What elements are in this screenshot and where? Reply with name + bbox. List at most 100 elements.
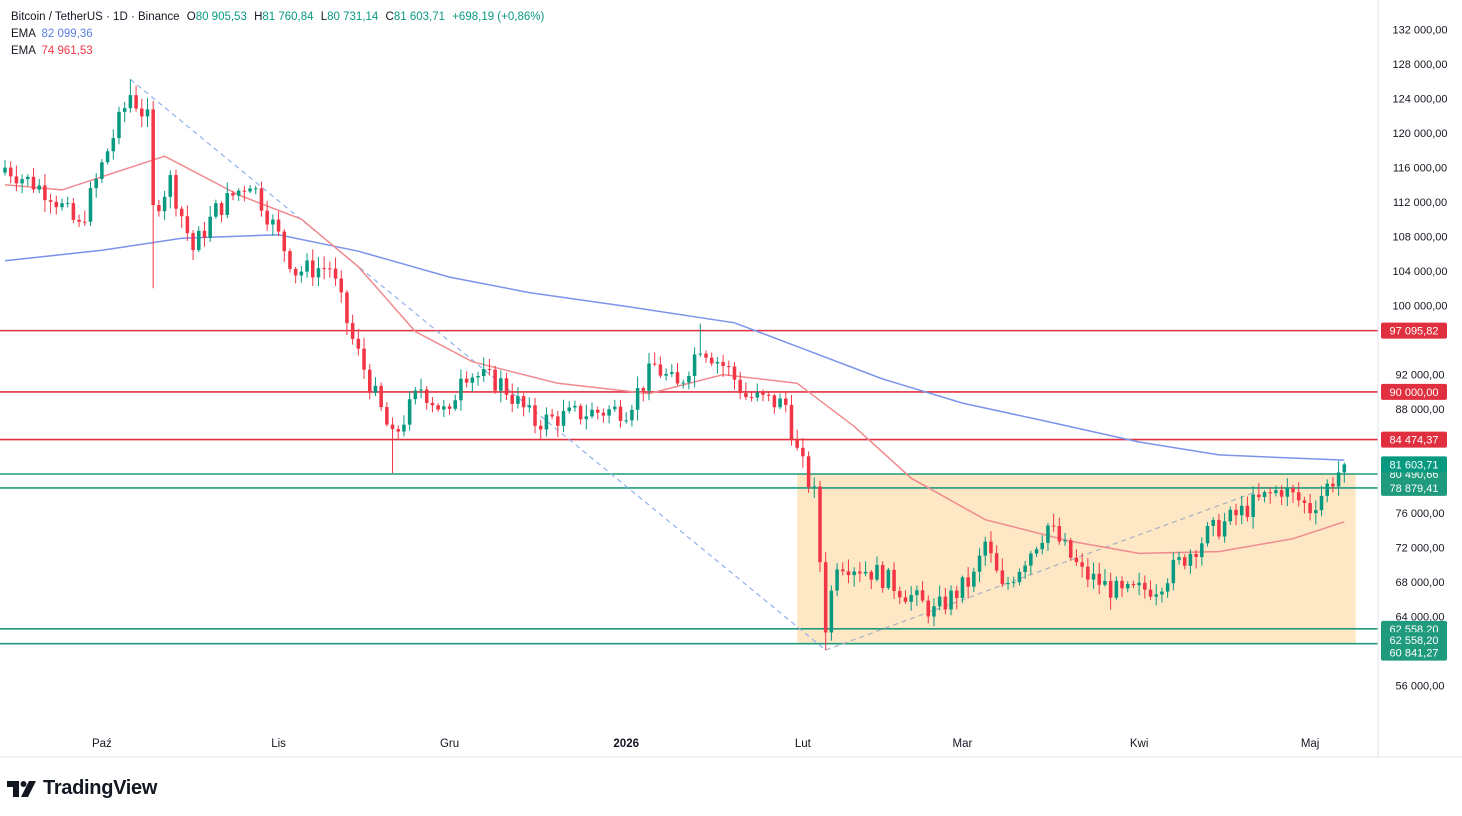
candle-body[interactable] — [1097, 573, 1102, 585]
candle-body[interactable] — [151, 109, 155, 206]
candle-body[interactable] — [168, 175, 173, 197]
candle-body[interactable] — [1325, 483, 1329, 496]
candle-body[interactable] — [1342, 464, 1347, 473]
candle-body[interactable] — [732, 366, 737, 380]
candle-body[interactable] — [766, 394, 771, 396]
candle-body[interactable] — [692, 354, 697, 376]
candle-body[interactable] — [1302, 500, 1307, 503]
candle-body[interactable] — [1222, 521, 1227, 537]
candle-body[interactable] — [920, 590, 925, 601]
candle-body[interactable] — [869, 571, 874, 580]
candle-body[interactable] — [14, 176, 19, 184]
candle-body[interactable] — [635, 388, 640, 410]
candle-body[interactable] — [396, 429, 401, 432]
candle-body[interactable] — [464, 378, 469, 383]
candle-body[interactable] — [1063, 540, 1067, 542]
candle-body[interactable] — [83, 221, 87, 223]
candle-body[interactable] — [442, 406, 446, 410]
candle-body[interactable] — [1000, 570, 1005, 585]
candle-body[interactable] — [185, 216, 190, 234]
candle-body[interactable] — [447, 406, 452, 409]
candle-body[interactable] — [1086, 566, 1090, 580]
candle-body[interactable] — [687, 375, 691, 383]
candle-body[interactable] — [208, 216, 212, 238]
candle-body[interactable] — [271, 219, 275, 225]
candle-body[interactable] — [373, 385, 378, 393]
candle-body[interactable] — [601, 412, 606, 416]
candle-body[interactable] — [88, 188, 93, 222]
candle-body[interactable] — [1171, 559, 1176, 584]
price-tag[interactable]: 90 000,00 — [1381, 383, 1447, 400]
candle-body[interactable] — [527, 405, 532, 408]
candle-body[interactable] — [1314, 510, 1318, 514]
legend-ema-long[interactable]: EMA 82 099,36 — [11, 26, 544, 43]
candle-body[interactable] — [345, 292, 349, 324]
candle-body[interactable] — [989, 541, 993, 554]
candle-body[interactable] — [863, 571, 868, 574]
candle-body[interactable] — [259, 188, 264, 211]
candle-body[interactable] — [1188, 553, 1193, 566]
candle-body[interactable] — [1029, 553, 1033, 566]
candle-body[interactable] — [1211, 519, 1215, 526]
price-tag[interactable]: 62 558,20 — [1381, 632, 1447, 649]
candle-body[interactable] — [795, 439, 799, 448]
candle-body[interactable] — [162, 196, 167, 212]
candle-body[interactable] — [727, 366, 731, 368]
candle-body[interactable] — [516, 396, 520, 404]
candle-body[interactable] — [1006, 583, 1010, 585]
candle-body[interactable] — [197, 230, 201, 251]
candle-body[interactable] — [385, 407, 389, 425]
candle-body[interactable] — [749, 397, 754, 399]
candle-body[interactable] — [94, 178, 98, 189]
candle-body[interactable] — [253, 188, 258, 190]
candle-body[interactable] — [140, 108, 144, 117]
candle-body[interactable] — [533, 405, 537, 426]
candle-body[interactable] — [1131, 583, 1136, 586]
candle-body[interactable] — [1319, 495, 1324, 511]
candle-body[interactable] — [994, 553, 999, 571]
candle-body[interactable] — [402, 424, 406, 432]
candle-body[interactable] — [647, 363, 651, 391]
candle-body[interactable] — [755, 392, 760, 398]
candle-body[interactable] — [1268, 492, 1272, 494]
symbol-title[interactable]: Bitcoin / TetherUS · 1D · Binance — [11, 11, 180, 23]
candle-body[interactable] — [339, 278, 344, 293]
candle-body[interactable] — [1046, 525, 1050, 543]
candle-body[interactable] — [1040, 542, 1045, 550]
candle-body[interactable] — [214, 203, 218, 217]
candle-body[interactable] — [1194, 553, 1198, 558]
candle-body[interactable] — [1285, 487, 1290, 497]
candle-body[interactable] — [983, 541, 988, 556]
candle-body[interactable] — [1074, 557, 1079, 563]
candle-body[interactable] — [1137, 582, 1141, 586]
candle-body[interactable] — [1051, 525, 1056, 527]
candle-body[interactable] — [174, 175, 178, 209]
candle-body[interactable] — [789, 404, 794, 440]
candle-body[interactable] — [1251, 494, 1255, 517]
candle-body[interactable] — [801, 447, 805, 457]
candle-body[interactable] — [202, 230, 207, 238]
candle-body[interactable] — [236, 190, 241, 196]
candle-body[interactable] — [567, 407, 571, 412]
candle-body[interactable] — [145, 109, 150, 117]
candle-body[interactable] — [954, 590, 959, 598]
candle-body[interactable] — [134, 95, 138, 109]
candle-body[interactable] — [100, 162, 104, 179]
dashed-trendline[interactable] — [825, 492, 1254, 651]
candle-body[interactable] — [350, 323, 355, 339]
candle-body[interactable] — [1336, 472, 1341, 487]
candle-body[interactable] — [1228, 509, 1233, 522]
candle-body[interactable] — [122, 108, 127, 112]
candle-body[interactable] — [191, 233, 195, 251]
candle-body[interactable] — [1331, 483, 1335, 487]
candle-body[interactable] — [1205, 525, 1210, 544]
candle-body[interactable] — [31, 176, 36, 190]
candle-body[interactable] — [179, 208, 184, 217]
candle-body[interactable] — [128, 95, 133, 109]
candle-body[interactable] — [846, 571, 851, 576]
candle-body[interactable] — [538, 425, 543, 430]
candle-body[interactable] — [459, 378, 463, 401]
candle-body[interactable] — [1011, 582, 1016, 584]
candle-body[interactable] — [618, 406, 623, 421]
candle-body[interactable] — [590, 409, 594, 417]
